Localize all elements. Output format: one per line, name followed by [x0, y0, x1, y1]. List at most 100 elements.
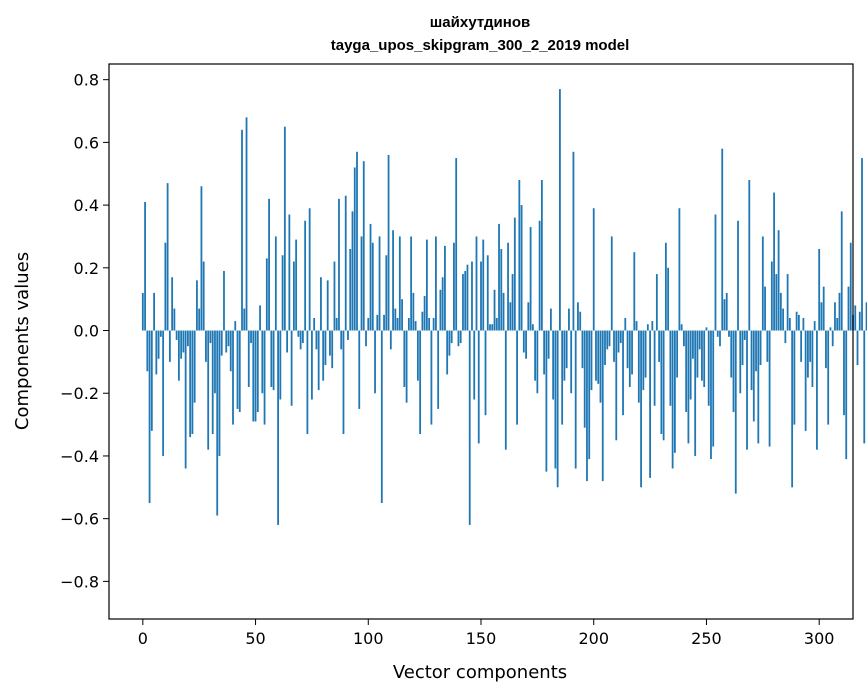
bar-102: [371, 242, 374, 331]
bar-45: [243, 308, 246, 331]
bar-281: [775, 274, 778, 331]
bar-233: [667, 267, 670, 331]
bar-178: [543, 330, 546, 375]
bar-192: [574, 330, 577, 469]
bar-320: [863, 330, 866, 444]
bar-258: [723, 299, 726, 331]
bar-123: [419, 330, 422, 434]
bar-116: [403, 330, 406, 387]
bar-90: [344, 195, 347, 331]
bar-153: [486, 255, 489, 331]
bar-76: [313, 317, 316, 331]
bar-286: [786, 274, 789, 331]
bar-118: [407, 317, 410, 331]
bar-109: [387, 154, 390, 331]
bar-271: [752, 330, 755, 422]
bar-303: [825, 330, 827, 369]
bar-69: [297, 330, 300, 337]
bar-142: [462, 274, 464, 331]
bar-164: [511, 274, 514, 331]
bar-270: [750, 330, 753, 391]
bar-210: [615, 330, 618, 441]
bar-110: [389, 330, 392, 350]
bar-173: [531, 324, 534, 331]
plot-frame: [108, 63, 854, 620]
bar-57: [270, 330, 273, 387]
bar-139: [455, 158, 458, 331]
bar-19: [184, 330, 187, 469]
bar-64: [286, 330, 289, 353]
bar-223: [644, 330, 647, 378]
bar-202: [597, 330, 600, 384]
bar-77: [315, 330, 318, 350]
bar-2: [146, 330, 149, 372]
y-tick-label: −0.4: [60, 447, 99, 466]
bar-263: [734, 330, 737, 494]
bar-38: [227, 330, 230, 347]
bar-176: [538, 220, 541, 331]
bar-189: [568, 308, 570, 331]
bar-61: [279, 330, 282, 400]
bar-101: [369, 223, 372, 331]
bar-161: [504, 330, 507, 450]
bar-30: [209, 330, 212, 344]
bar-222: [642, 330, 645, 391]
bar-103: [374, 330, 376, 394]
bar-213: [622, 330, 624, 416]
bar-94: [353, 167, 356, 331]
bar-119: [410, 236, 413, 331]
bar-185: [559, 89, 561, 331]
bar-237: [676, 330, 679, 378]
bar-105: [378, 236, 381, 331]
bar-204: [601, 330, 604, 482]
bar-146: [471, 261, 473, 331]
x-tick-label: 0: [138, 629, 148, 648]
bar-95: [356, 151, 358, 331]
bar-313: [847, 286, 850, 331]
bar-177: [540, 180, 543, 331]
bar-50: [254, 330, 257, 422]
bar-22: [191, 330, 194, 434]
bar-100: [367, 317, 370, 331]
bar-29: [207, 330, 210, 450]
bar-195: [581, 330, 584, 369]
bar-121: [414, 321, 417, 331]
bar-197: [586, 330, 588, 482]
bar-117: [405, 330, 408, 403]
bar-293: [802, 317, 805, 331]
bar-218: [633, 252, 636, 331]
bar-255: [716, 330, 719, 337]
bar-11: [166, 183, 169, 331]
bar-5: [153, 292, 155, 331]
bar-83: [329, 330, 331, 356]
bar-132: [439, 289, 442, 331]
bar-6: [155, 330, 158, 375]
bar-300: [818, 249, 821, 331]
bar-70: [299, 330, 302, 350]
bar-10: [164, 242, 167, 331]
bar-304: [827, 330, 830, 425]
bar-299: [816, 330, 818, 450]
bar-106: [380, 330, 383, 503]
bar-140: [457, 330, 460, 347]
bar-305: [829, 327, 832, 331]
bar-0: [141, 292, 144, 331]
x-axis-label: Vector components: [393, 662, 567, 683]
bar-65: [288, 214, 291, 331]
bar-295: [807, 330, 809, 378]
bar-174: [534, 330, 537, 381]
bar-151: [482, 239, 485, 331]
y-tick-label: 0.6: [74, 133, 99, 152]
bar-308: [836, 317, 839, 331]
bar-137: [450, 330, 453, 344]
bar-194: [579, 311, 582, 331]
bar-113: [396, 317, 399, 331]
bar-163: [509, 302, 512, 331]
bar-47: [247, 330, 250, 387]
y-tick-label: −0.8: [60, 572, 99, 591]
bar-25: [198, 308, 201, 331]
bar-71: [301, 330, 304, 344]
bar-149: [477, 330, 480, 444]
bar-13: [171, 277, 174, 331]
bar-200: [592, 208, 595, 331]
